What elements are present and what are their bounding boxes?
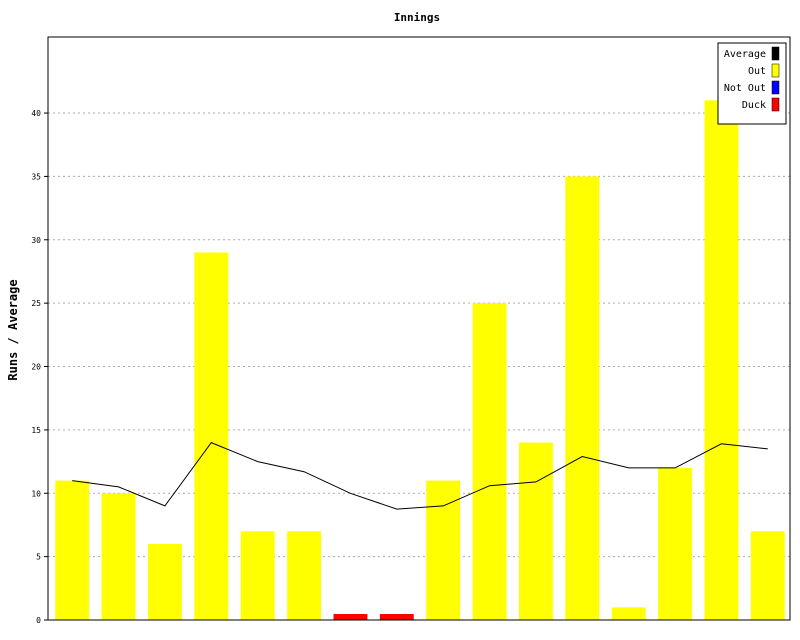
y-tick-label: 40 xyxy=(31,109,41,118)
bar xyxy=(101,493,136,620)
chart-title: Innings xyxy=(394,11,440,24)
y-tick-label: 30 xyxy=(31,236,41,245)
average-line-group xyxy=(72,441,768,510)
y-tick-label: 25 xyxy=(31,299,41,308)
plot-frame xyxy=(47,36,791,621)
legend: Average Out Not Out Duck xyxy=(717,42,787,125)
legend-swatch xyxy=(771,63,780,78)
legend-swatch xyxy=(771,80,780,95)
bar xyxy=(426,480,461,620)
y-tick-label: 35 xyxy=(31,172,41,181)
bars xyxy=(55,100,785,621)
y-tick-label: 15 xyxy=(31,426,41,435)
y-tick-label: 20 xyxy=(31,363,41,372)
bar xyxy=(148,543,182,620)
bar xyxy=(333,614,368,620)
bar xyxy=(704,100,739,620)
bar xyxy=(750,531,785,620)
legend-label: Duck xyxy=(742,100,766,111)
average-line xyxy=(72,441,768,510)
legend-label: Not Out xyxy=(724,83,766,94)
y-axis-label: Runs / Average xyxy=(6,279,20,380)
bar xyxy=(287,531,321,620)
gridlines xyxy=(48,112,790,558)
legend-swatch xyxy=(771,97,780,112)
y-tick-label: 0 xyxy=(36,616,41,625)
legend-swatch xyxy=(771,46,780,61)
bar xyxy=(611,607,646,620)
bar xyxy=(472,303,507,620)
bar xyxy=(565,176,600,621)
bar xyxy=(55,480,90,620)
bar xyxy=(519,442,553,620)
bar xyxy=(194,252,229,620)
y-axis-ticks: 0 5 10 15 20 25 30 35 40 xyxy=(31,109,48,625)
y-tick-label: 5 xyxy=(36,553,41,562)
bar xyxy=(379,614,414,620)
legend-label: Average xyxy=(724,49,766,60)
y-tick-label: 10 xyxy=(31,489,41,498)
bar xyxy=(658,467,692,620)
bar xyxy=(240,531,275,620)
legend-label: Out xyxy=(748,66,766,77)
